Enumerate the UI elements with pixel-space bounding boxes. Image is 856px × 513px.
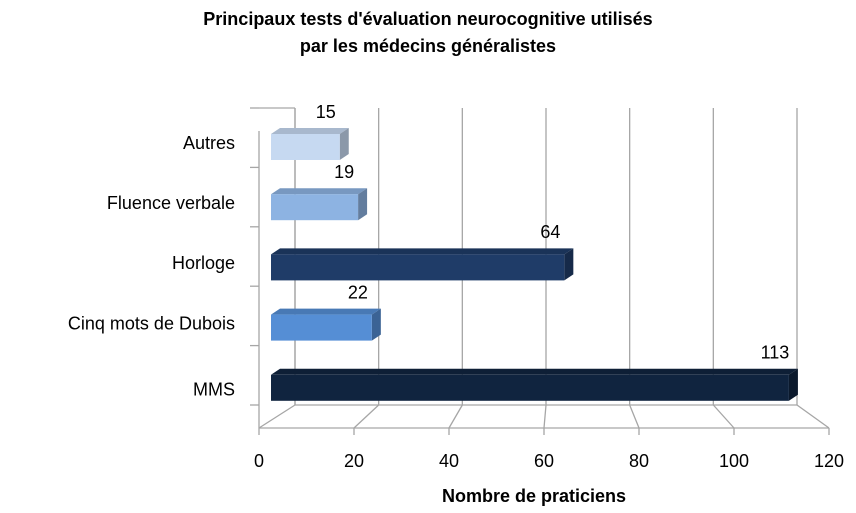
bar-top [271, 308, 381, 315]
bar-side [339, 128, 349, 160]
value-label: 15 [316, 102, 336, 122]
bar [271, 194, 359, 221]
bar-top [271, 248, 574, 255]
bar [271, 314, 372, 341]
floor-line [712, 404, 735, 429]
floor-line [796, 404, 830, 429]
x-tick-label: 60 [534, 451, 554, 471]
x-tick-label: 40 [439, 451, 459, 471]
x-tick-label: 20 [344, 451, 364, 471]
floor-line [629, 404, 640, 429]
chart-title: Principaux tests d'évaluation neurocogni… [203, 9, 653, 56]
floor-line [543, 404, 547, 429]
bar [271, 254, 565, 281]
bar-side [788, 368, 798, 401]
y-tick-label: Autres [183, 133, 235, 153]
x-tick-label: 80 [629, 451, 649, 471]
y-tick-label: Fluence verbale [107, 193, 235, 213]
x-tick-label: 120 [814, 451, 844, 471]
bar-top [271, 368, 798, 375]
y-tick-label: Cinq mots de Dubois [68, 313, 235, 333]
y-tick-label: Horloge [172, 253, 235, 273]
value-label: 113 [761, 343, 790, 363]
bar [271, 374, 789, 401]
x-tick-label: 0 [254, 451, 264, 471]
bar [271, 134, 340, 160]
x-axis-title: Nombre de praticiens [442, 486, 626, 506]
bar-top [271, 128, 349, 134]
floor-line [448, 404, 463, 429]
value-label: 22 [348, 282, 368, 302]
bar-side [564, 248, 574, 281]
x-tick-label: 100 [719, 451, 749, 471]
bar-top [271, 188, 368, 195]
bar-side [358, 188, 368, 221]
value-label: 19 [334, 162, 354, 182]
y-tick-label: MMS [193, 380, 235, 400]
floor-line [258, 404, 296, 429]
floor-line [353, 404, 380, 429]
value-label: 64 [540, 222, 560, 242]
bar-side [371, 308, 381, 341]
